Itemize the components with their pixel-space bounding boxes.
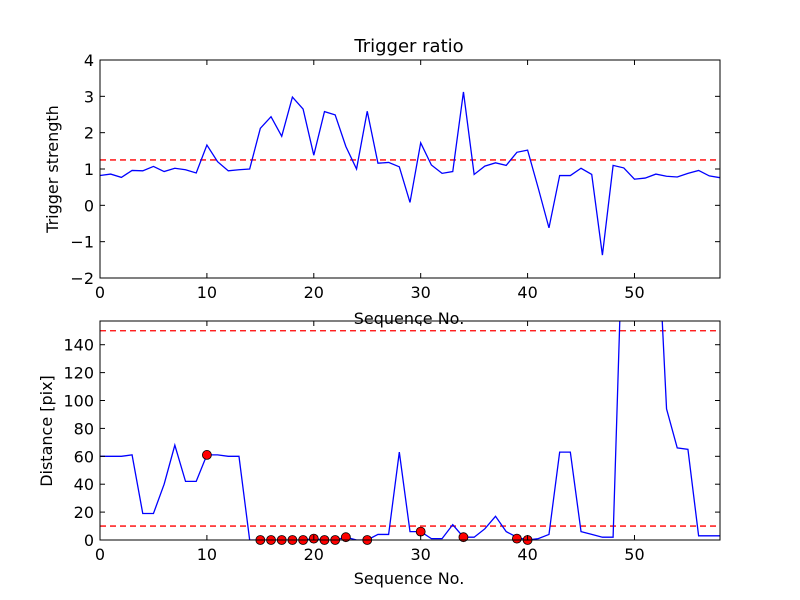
top-y-tick-label: 4 — [84, 51, 94, 70]
bottom-y-tick-label: 120 — [63, 364, 94, 383]
bottom-y-tick-label: 0 — [84, 531, 94, 550]
data-point-marker — [458, 532, 469, 543]
bottom-y-axis-label: Distance [pix] — [37, 375, 56, 487]
top-x-tick-label: 0 — [95, 283, 105, 302]
top-x-axis-label: Sequence No. — [354, 309, 465, 328]
top-x-tick-label: 40 — [517, 283, 537, 302]
bottom-axes-frame — [99, 320, 721, 541]
data-point-marker — [511, 533, 522, 544]
bottom-plot-area — [100, 321, 720, 540]
bottom-series-line — [100, 321, 720, 540]
bottom-y-tick-label: 40 — [74, 475, 94, 494]
top-y-axis-label: Trigger strength — [43, 105, 62, 234]
bottom-x-tick-label: 20 — [304, 545, 324, 564]
bottom-x-tick-label: 40 — [517, 545, 537, 564]
data-point-marker — [201, 450, 212, 460]
bottom-x-tick-label: 30 — [411, 545, 431, 564]
bottom-y-tick-label: 60 — [74, 447, 94, 466]
top-x-tick-label: 20 — [304, 283, 324, 302]
bottom-x-tick-label: 10 — [197, 545, 217, 564]
bottom-x-tick-label: 50 — [624, 545, 644, 564]
top-x-tick-label: 50 — [624, 283, 644, 302]
top-x-tick-label: 10 — [197, 283, 217, 302]
top-x-tick-label: 30 — [411, 283, 431, 302]
top-y-tick-label: −2 — [70, 269, 94, 288]
top-chart-title: Trigger ratio — [353, 36, 463, 57]
bottom-y-tick-label: 80 — [74, 419, 94, 438]
bottom-y-tick-label: 140 — [63, 336, 94, 355]
top-y-tick-label: 1 — [84, 160, 94, 179]
bottom-y-tick-label: 20 — [74, 503, 94, 522]
top-y-tick-label: 0 — [84, 196, 94, 215]
top-subplot: Trigger ratio Sequence No. Trigger stren… — [43, 36, 721, 328]
bottom-subplot: Sequence No. Distance [pix] 0 10 20 30 40 50 0… — [37, 320, 721, 588]
top-y-tick-label: −1 — [70, 233, 94, 252]
bottom-y-tick-label: 100 — [63, 392, 94, 411]
top-series-line — [100, 91, 720, 256]
bottom-x-tick-label: 0 — [95, 545, 105, 564]
top-axes-frame — [99, 59, 721, 279]
bottom-x-axis-label: Sequence No. — [354, 569, 465, 588]
top-y-tick-label: 3 — [84, 87, 94, 106]
top-y-tick-label: 2 — [84, 124, 94, 143]
top-plot-area — [100, 91, 720, 256]
data-point-marker — [340, 532, 351, 543]
data-point-marker — [415, 526, 426, 537]
